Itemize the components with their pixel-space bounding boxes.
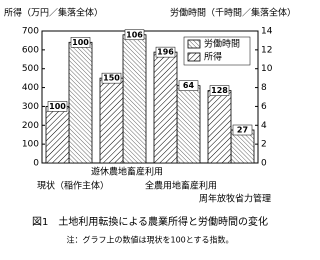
y-axis-title: 所得（万円／集落全体） [4, 7, 103, 19]
value-label: 196 [157, 48, 174, 57]
legend-swatch [187, 39, 201, 49]
value-label-box [101, 72, 122, 84]
bar [45, 106, 70, 164]
y2-tick-label: 2 [261, 140, 267, 150]
value-label-box [124, 29, 145, 41]
y-tick-label: 400 [22, 83, 39, 93]
bar [68, 41, 93, 164]
value-label: 100 [72, 38, 89, 47]
bar [122, 34, 147, 164]
y-tick-label: 0 [33, 159, 39, 169]
bar [153, 51, 178, 164]
y2-tick-label: 6 [261, 102, 267, 112]
value-label-box [209, 85, 230, 96]
value-label: 27 [237, 126, 248, 135]
value-label: 150 [103, 74, 120, 83]
value-label: 106 [126, 30, 143, 39]
y-tick-label: 600 [22, 45, 39, 55]
value-label-box [47, 101, 68, 112]
plot-frame [41, 30, 259, 164]
value-label: 128 [211, 86, 228, 95]
x-tick-label: 現状（稲作主体） [37, 180, 109, 192]
y-tick-label: 300 [22, 102, 39, 112]
y2-tick-label: 10 [261, 64, 273, 74]
x-tick-label: 周年放牧省力管理 [199, 193, 271, 205]
bar [176, 85, 201, 164]
y2-axis-title: 労働時間（千時間／集落全体） [170, 7, 296, 19]
value-label: 64 [183, 81, 195, 90]
y-tick-label: 200 [22, 121, 39, 131]
y-tick-label: 700 [22, 27, 39, 37]
value-label-box [70, 37, 91, 48]
y2-tick-label: 8 [261, 83, 267, 93]
bar [207, 90, 232, 164]
y2-tick-label: 14 [261, 27, 273, 37]
legend-swatch [187, 52, 201, 62]
chart-note: 注：グラフ上の数値は現状を100とする指数。 [66, 235, 233, 245]
value-label: 100 [49, 102, 66, 111]
bar [99, 77, 124, 164]
y2-tick-label: 0 [261, 159, 267, 169]
value-label-box [155, 46, 176, 58]
value-label-box [178, 80, 199, 91]
x-tick-label: 全農用地畜産利用 [145, 180, 217, 192]
y2-tick-label: 12 [261, 45, 272, 55]
value-label-box [232, 124, 253, 136]
y-tick-label: 100 [22, 140, 39, 150]
y2-tick-label: 4 [261, 121, 267, 131]
chart-title: 図1 土地利用転換による農業所得と労働時間の変化 [32, 215, 268, 228]
legend-label: 労働時間 [204, 38, 240, 50]
legend-label: 所得 [204, 51, 222, 63]
y-tick-label: 500 [22, 64, 39, 74]
chart: 所得（万円／集落全体） 労働時間（千時間／集落全体） 図1 土地利用転換による農… [4, 7, 296, 245]
x-tick-label: 遊休農地畜産利用 [91, 166, 163, 178]
